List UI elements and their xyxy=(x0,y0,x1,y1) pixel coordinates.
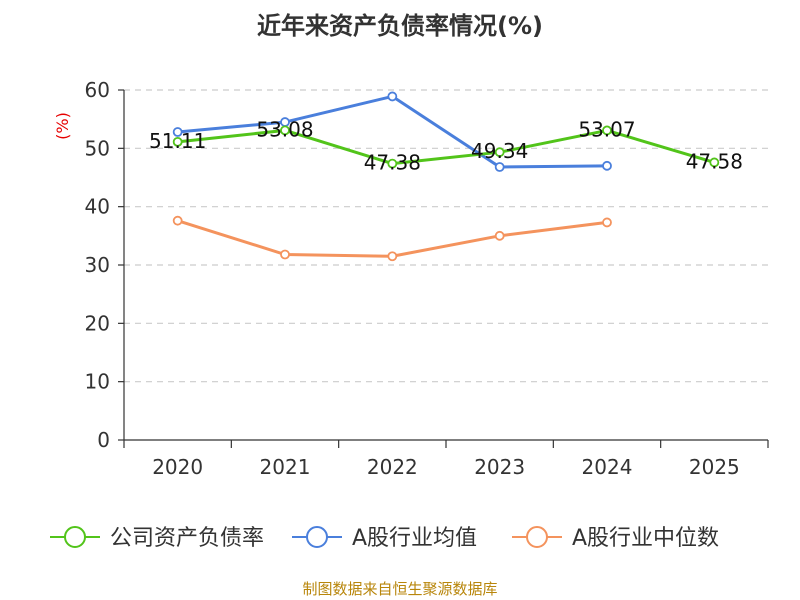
gridlines xyxy=(124,89,768,383)
data-point xyxy=(494,147,505,158)
y-axis-unit: (%) xyxy=(53,112,72,140)
data-label: 47.38 xyxy=(364,151,421,175)
data-point xyxy=(387,158,398,169)
data-point xyxy=(280,125,290,136)
x-tick-label-2022: 2022 xyxy=(367,455,418,479)
axes: 0 10 20 30 40 50 60 2020 2021 2022 2023 2024 2025 xyxy=(85,78,769,479)
data-point xyxy=(602,160,612,171)
series-line-0 xyxy=(177,128,715,166)
x-tick-label-2024: 2024 xyxy=(582,455,633,479)
legend-item-2: A股行业中位数 xyxy=(512,526,719,551)
y-tick-label: 30 xyxy=(85,253,110,277)
y-tick-label: 0 xyxy=(97,428,110,452)
y-tick-label: 10 xyxy=(85,370,110,394)
data-label: 53.08 xyxy=(256,117,313,141)
y-tick-label: 20 xyxy=(85,311,110,335)
data-label: 47.58 xyxy=(686,149,743,173)
legend-swatch-marker xyxy=(526,526,548,548)
legend-swatch-marker xyxy=(64,526,86,548)
data-point xyxy=(602,217,612,228)
data-labels: 51.11 53.08 47.38 49.34 53.07 47.58 xyxy=(149,117,743,174)
legend: 公司资产负债率 A股行业均值 A股行业中位数 xyxy=(50,526,719,551)
y-tick-label: 50 xyxy=(85,136,110,160)
data-point xyxy=(494,230,505,241)
data-label: 49.34 xyxy=(471,139,528,163)
legend-swatch-marker xyxy=(306,526,328,548)
data-point xyxy=(387,91,398,102)
x-tick-label-2025: 2025 xyxy=(689,455,740,479)
data-point xyxy=(494,162,505,172)
legend-item-1: A股行业均值 xyxy=(292,526,477,551)
data-point xyxy=(172,136,183,147)
data-point xyxy=(172,215,183,226)
y-tick-label: 60 xyxy=(85,78,110,102)
x-tick-label-2020: 2020 xyxy=(152,455,203,479)
data-label: 51.11 xyxy=(149,129,206,153)
data-point xyxy=(172,127,183,137)
legend-label: A股行业中位数 xyxy=(572,526,719,551)
source-note: 制图数据来自恒生聚源数据库 xyxy=(302,580,497,598)
legend-label: 公司资产负债率 xyxy=(110,526,264,551)
legend-item-0: 公司资产负债率 xyxy=(50,526,264,551)
data-point xyxy=(280,249,290,260)
series-line-2 xyxy=(177,219,608,258)
data-point xyxy=(602,125,612,136)
series-lines xyxy=(172,91,720,262)
data-label: 53.07 xyxy=(578,117,635,141)
x-tick-label-2023: 2023 xyxy=(474,455,525,479)
data-point xyxy=(387,251,398,262)
chart-title: 近年来资产负债率情况(%) xyxy=(257,12,543,40)
legend-label: A股行业均值 xyxy=(352,526,477,551)
data-point xyxy=(709,157,720,168)
x-tick-label-2021: 2021 xyxy=(260,455,311,479)
y-tick-label: 40 xyxy=(85,195,110,219)
